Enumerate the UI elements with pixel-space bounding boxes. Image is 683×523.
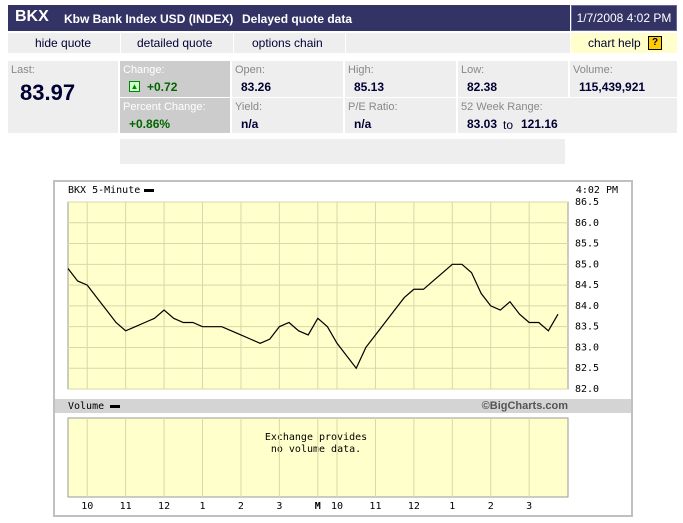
delay-note: Delayed quote data xyxy=(242,12,353,26)
help-cell[interactable]: chart help ? xyxy=(571,33,677,53)
last-value: 83.97 xyxy=(20,80,76,105)
x-tick-label: 12 xyxy=(408,501,420,512)
range-cell: 52 Week Range: 83.03 to 121.16 xyxy=(458,98,677,133)
x-tick-label: 10 xyxy=(81,501,93,512)
x-tick-label: 1 xyxy=(199,501,205,512)
blank-bar xyxy=(120,139,565,164)
up-icon: ▲ xyxy=(129,81,140,92)
nav-link[interactable]: detailed quote xyxy=(137,36,213,50)
nav-divider xyxy=(120,33,121,53)
x-tick-label: 11 xyxy=(369,501,381,512)
x-tick-label: 12 xyxy=(158,501,170,512)
value: n/a xyxy=(241,117,259,131)
y-tick-label: 83.5 xyxy=(575,322,599,333)
nav-bar: hide quote detailed quote options chain xyxy=(8,33,570,53)
open-cell: Open: 83.26 xyxy=(232,61,343,97)
value: 85.13 xyxy=(354,80,385,94)
nav-link[interactable]: options chain xyxy=(252,36,323,50)
datetime-cell: 1/7/2008 4:02 PM xyxy=(571,5,677,31)
low-cell: Low: 82.38 xyxy=(458,61,568,97)
label: Open: xyxy=(235,64,265,76)
y-tick-label: 82.0 xyxy=(575,384,599,395)
label: Percent Change: xyxy=(123,101,206,113)
label: Yield: xyxy=(235,101,263,113)
volume-note: Exchange provides xyxy=(265,432,367,443)
x-tick-label: 2 xyxy=(488,501,494,512)
value: 83.26 xyxy=(241,80,272,94)
x-tick-label: 3 xyxy=(276,501,282,512)
label: P/E Ratio: xyxy=(348,101,398,113)
x-tick-label: 3 xyxy=(526,501,532,512)
credit: ©BigCharts.com xyxy=(482,400,569,412)
volume-cell: Volume: 115,439,921 xyxy=(570,61,677,97)
label: High: xyxy=(348,64,374,76)
legend-swatch xyxy=(144,189,154,192)
value: 115,439,921 xyxy=(579,80,646,94)
x-tick-label: 11 xyxy=(120,501,132,512)
pe-cell: P/E Ratio: n/a xyxy=(345,98,456,133)
range-high: 121.16 xyxy=(521,117,558,131)
symbol: BKX xyxy=(15,8,49,25)
header-bar: BKX Kbw Bank Index USD (INDEX) Delayed q… xyxy=(8,5,570,31)
y-tick-label: 83.0 xyxy=(575,342,599,353)
label: Low: xyxy=(461,64,485,76)
x-tick-label: 1 xyxy=(449,501,455,512)
y-tick-label: 85.0 xyxy=(575,259,599,270)
volume-note: no volume data. xyxy=(271,444,361,455)
y-tick-label: 84.0 xyxy=(575,301,599,312)
label: 52 Week Range: xyxy=(461,101,543,113)
index-name: Kbw Bank Index USD (INDEX) xyxy=(64,12,234,26)
y-tick-label: 85.5 xyxy=(575,239,599,250)
x-tick-label: 10 xyxy=(331,501,343,512)
y-tick-label: 82.5 xyxy=(575,363,599,374)
nav-link[interactable]: hide quote xyxy=(35,36,92,50)
help-link[interactable]: chart help xyxy=(588,36,641,50)
value: 82.38 xyxy=(467,80,498,94)
y-tick-label: 86.0 xyxy=(575,218,599,229)
nav-divider xyxy=(345,33,346,53)
volume-label: Volume xyxy=(68,401,104,412)
y-tick-label: 86.5 xyxy=(575,197,599,208)
chart-title: BKX 5-Minute xyxy=(68,185,140,196)
price-line xyxy=(67,263,559,370)
volume-strip xyxy=(55,399,631,413)
label: Last: xyxy=(11,64,35,76)
last-cell: Last: 83.97 xyxy=(8,61,118,133)
label: Volume: xyxy=(573,64,613,76)
change-cell: Change: ▲ +0.72 xyxy=(120,61,230,97)
chart-time: 4:02 PM xyxy=(576,185,618,196)
label: Change: xyxy=(123,64,165,76)
x-tick-label: M xyxy=(315,501,321,512)
y-tick-label: 84.5 xyxy=(575,280,599,291)
datetime: 1/7/2008 4:02 PM xyxy=(576,11,672,25)
value: n/a xyxy=(354,117,372,131)
range-sep: to xyxy=(503,118,514,132)
x-tick-label: 2 xyxy=(238,501,244,512)
help-icon[interactable]: ? xyxy=(648,36,662,50)
high-cell: High: 85.13 xyxy=(345,61,456,97)
nav-divider xyxy=(233,33,234,53)
value: +0.72 xyxy=(147,80,178,94)
percent-change-cell: Percent Change: +0.86% xyxy=(120,98,230,133)
yield-cell: Yield: n/a xyxy=(232,98,343,133)
volume-swatch xyxy=(110,405,120,408)
range-low: 83.03 xyxy=(467,117,498,131)
value: +0.86% xyxy=(129,117,171,131)
